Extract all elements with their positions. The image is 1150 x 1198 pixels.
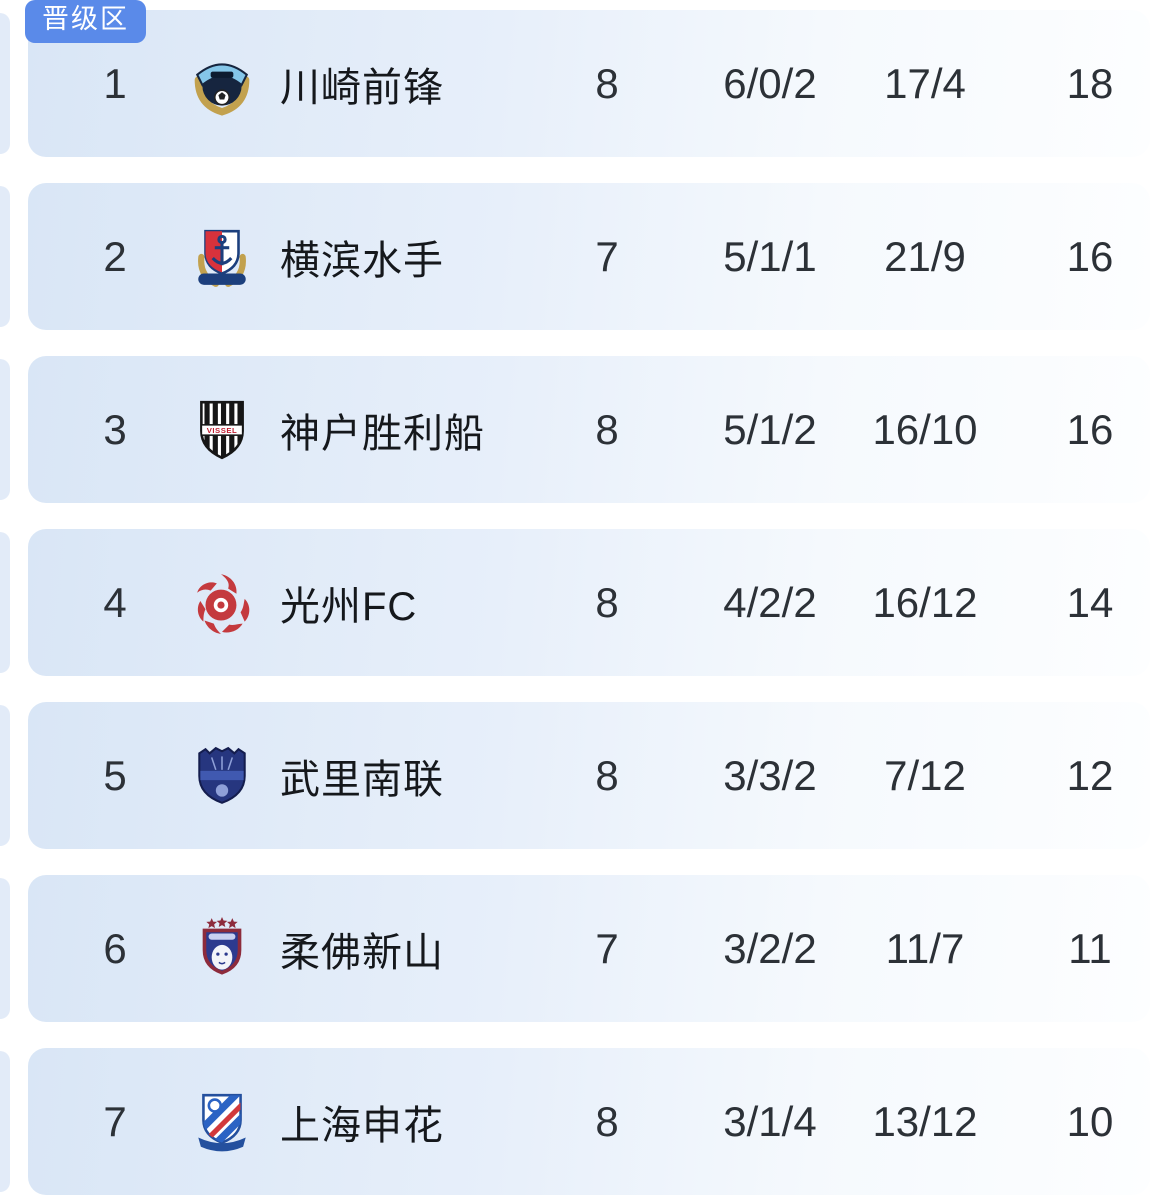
table-row[interactable]: 5 武里南联 8 3/3/2 7/12 12	[0, 702, 1150, 849]
adjacent-card-edge	[0, 1051, 10, 1192]
table-row[interactable]: 3 VISSEL	[0, 356, 1150, 503]
win-draw-loss: 4/2/2	[723, 578, 817, 626]
points: 12	[1066, 751, 1114, 799]
win-draw-loss: 5/1/1	[723, 232, 817, 280]
adjacent-card-edge	[0, 878, 10, 1019]
rank-label: 4	[103, 578, 127, 626]
rank-label: 2	[103, 232, 127, 280]
matches-played: 8	[595, 751, 619, 799]
win-draw-loss: 3/3/2	[723, 751, 817, 799]
promotion-zone-badge: 晋级区	[25, 0, 146, 43]
johor-darul-tazim-crest-icon	[189, 916, 255, 982]
row-card[interactable]: 6 柔佛新山 7 3/2/2 11	[28, 875, 1150, 1022]
goals-for-against: 16/12	[872, 578, 978, 626]
win-draw-loss: 3/1/4	[723, 1097, 817, 1145]
adjacent-card-edge	[0, 359, 10, 500]
goals-for-against: 21/9	[884, 232, 966, 280]
table-row[interactable]: 2 横滨水手 7 5/1/1	[0, 183, 1150, 330]
matches-played: 8	[595, 405, 619, 453]
svg-text:VISSEL: VISSEL	[207, 426, 238, 435]
adjacent-card-edge	[0, 186, 10, 327]
rank-label: 5	[103, 751, 127, 799]
adjacent-card-edge	[0, 13, 10, 154]
table-row[interactable]: 6 柔佛新山 7 3/2/2 11	[0, 875, 1150, 1022]
shanghai-shenhua-crest-icon	[189, 1089, 255, 1155]
gwangju-fc-crest-icon	[189, 570, 255, 636]
team-name: 神户胜利船	[280, 411, 485, 456]
vissel-kobe-crest-icon: VISSEL	[189, 397, 255, 463]
goals-for-against: 7/12	[884, 751, 966, 799]
team-name: 柔佛新山	[280, 930, 444, 975]
points: 14	[1066, 578, 1114, 626]
win-draw-loss: 3/2/2	[723, 924, 817, 972]
team-name: 川崎前锋	[280, 65, 444, 110]
row-card[interactable]: 1 川崎前锋 8 6/0/2 17/4 18	[28, 10, 1150, 157]
win-draw-loss: 6/0/2	[723, 59, 817, 107]
row-card[interactable]: 2 横滨水手 7 5/1/1	[28, 183, 1150, 330]
row-card[interactable]: 4 光州FC 8 4/2/2	[28, 529, 1150, 676]
team-name: 上海申花	[280, 1103, 444, 1148]
rank-label: 3	[103, 405, 127, 453]
points: 16	[1066, 232, 1114, 280]
adjacent-card-edge	[0, 705, 10, 846]
rank-label: 7	[103, 1097, 127, 1145]
points: 11	[1068, 924, 1112, 972]
table-row[interactable]: 7 上海申花 8	[0, 1048, 1150, 1195]
rank-label: 1	[103, 59, 127, 107]
row-card[interactable]: 3 VISSEL	[28, 356, 1150, 503]
team-name: 横滨水手	[280, 238, 444, 283]
row-card[interactable]: 7 上海申花 8	[28, 1048, 1150, 1195]
team-name: 武里南联	[280, 757, 444, 802]
yokohama-marinos-crest-icon	[189, 224, 255, 290]
matches-played: 8	[595, 59, 619, 107]
table-row[interactable]: 4 光州FC 8 4/2/2	[0, 529, 1150, 676]
points: 18	[1066, 59, 1114, 107]
points: 10	[1066, 1097, 1114, 1145]
goals-for-against: 13/12	[872, 1097, 978, 1145]
goals-for-against: 11/7	[885, 924, 965, 972]
matches-played: 7	[595, 924, 619, 972]
matches-played: 8	[595, 578, 619, 626]
row-card[interactable]: 5 武里南联 8 3/3/2 7/12 12	[28, 702, 1150, 849]
rank-label: 6	[103, 924, 127, 972]
adjacent-card-edge	[0, 532, 10, 673]
matches-played: 7	[595, 232, 619, 280]
goals-for-against: 17/4	[884, 59, 966, 107]
table-row[interactable]: 1 川崎前锋 8 6/0/2 17/4 18	[0, 10, 1150, 157]
points: 16	[1066, 405, 1114, 453]
kawasaki-frontale-crest-icon	[189, 51, 255, 117]
buriram-united-crest-icon	[189, 743, 255, 809]
goals-for-against: 16/10	[872, 405, 978, 453]
matches-played: 8	[595, 1097, 619, 1145]
win-draw-loss: 5/1/2	[723, 405, 817, 453]
team-name: 光州FC	[280, 584, 418, 629]
